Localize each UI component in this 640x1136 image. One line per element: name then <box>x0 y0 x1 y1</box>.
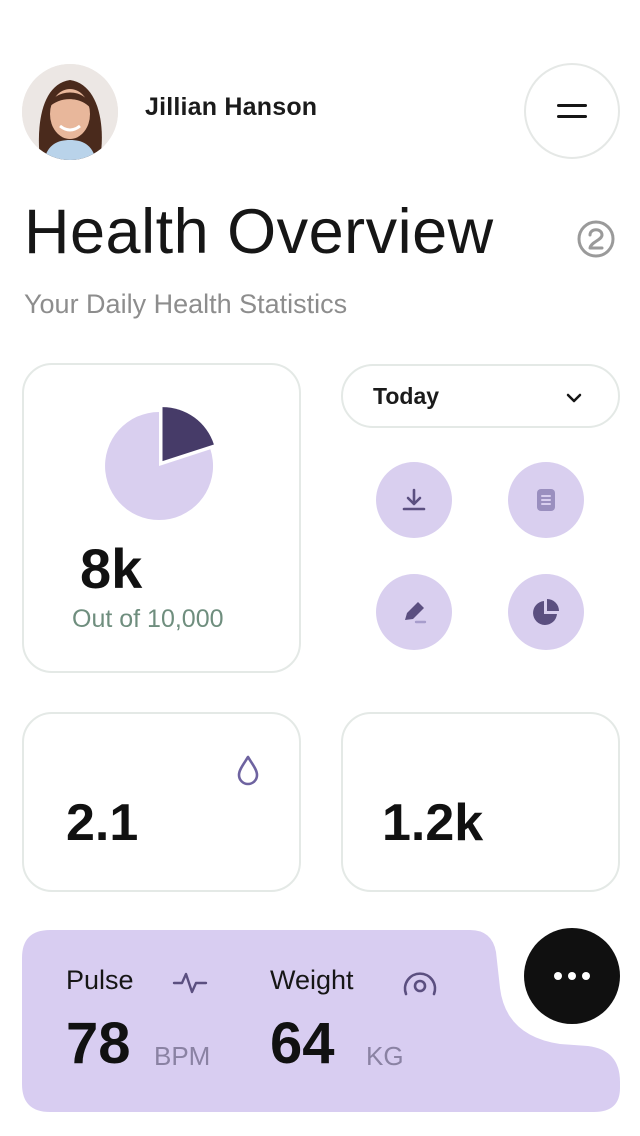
pie-slice-complete <box>105 412 214 520</box>
weight-value: 64 <box>270 1011 335 1076</box>
edit-button[interactable] <box>376 574 452 650</box>
user-name: Jillian Hanson <box>145 93 318 121</box>
weight-scale-icon <box>403 972 437 996</box>
steps-caption: Out of 10,000 <box>72 605 224 633</box>
pie-chart-button[interactable] <box>508 574 584 650</box>
more-dot <box>582 972 590 980</box>
period-select[interactable]: Today <box>341 364 620 428</box>
pulse-unit: BPM <box>154 1041 211 1071</box>
page-subtitle: Your Daily Health Statistics <box>24 289 348 319</box>
steps-value: 8k <box>80 537 143 600</box>
avatar[interactable] <box>22 64 118 160</box>
pulse-icon <box>172 972 208 994</box>
steps-progress-pie <box>105 407 214 520</box>
edit-icon <box>405 602 427 624</box>
vitals-panel <box>22 930 620 1112</box>
more-dot <box>554 972 562 980</box>
weight-unit: KG <box>366 1041 404 1071</box>
water-value: 2.1 <box>66 794 139 852</box>
pulse-value: 78 <box>66 1011 131 1076</box>
water-drop-icon <box>237 755 259 786</box>
document-icon <box>537 489 555 511</box>
second-stat-value: 1.2k <box>382 794 484 852</box>
chevron-down-icon <box>566 393 582 403</box>
help-icon[interactable] <box>576 219 616 259</box>
menu-button[interactable] <box>524 63 620 159</box>
period-select-value: Today <box>373 382 440 409</box>
page-title: Health Overview <box>24 197 494 267</box>
more-button[interactable] <box>524 928 620 1024</box>
download-button[interactable] <box>376 462 452 538</box>
menu-icon <box>557 104 587 118</box>
stat-card-second[interactable] <box>341 712 620 892</box>
pie-chart-icon <box>533 599 559 625</box>
water-card[interactable] <box>22 712 301 892</box>
avatar-photo <box>22 64 118 160</box>
pie-slice-remaining <box>162 407 214 462</box>
more-dot <box>568 972 576 980</box>
pulse-label: Pulse <box>66 965 134 995</box>
weight-label: Weight <box>270 965 354 995</box>
document-button[interactable] <box>508 462 584 538</box>
download-icon <box>402 488 426 511</box>
